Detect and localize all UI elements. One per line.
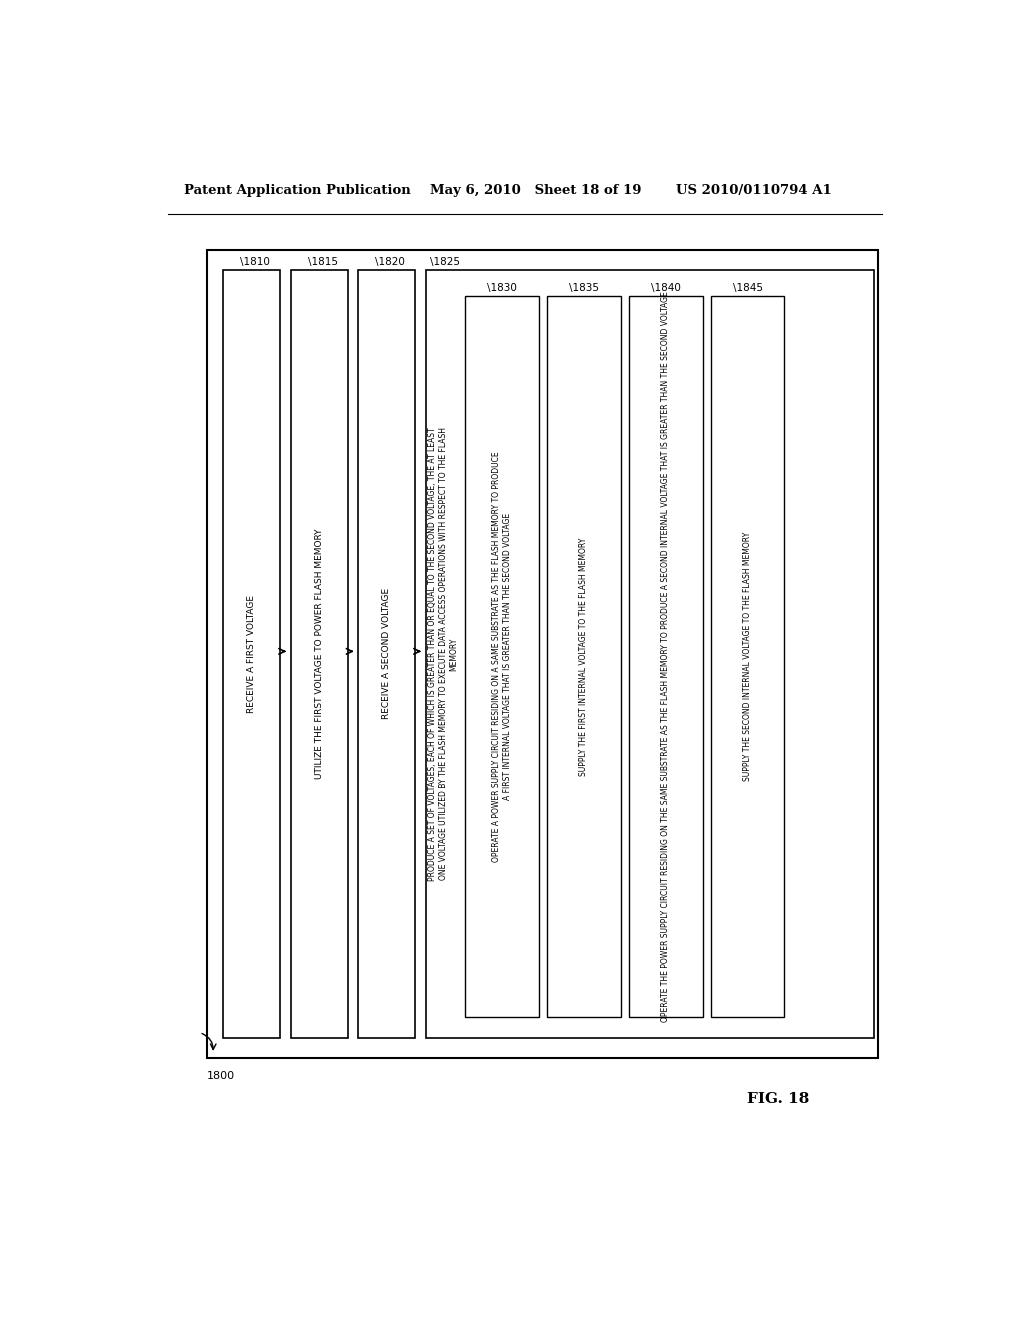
Bar xyxy=(291,271,348,1038)
Bar xyxy=(207,249,878,1057)
Text: \1840: \1840 xyxy=(651,282,681,293)
Text: \1830: \1830 xyxy=(487,282,517,293)
Text: \1845: \1845 xyxy=(732,282,763,293)
Bar xyxy=(547,296,621,1018)
Bar xyxy=(711,296,784,1018)
Text: UTILIZE THE FIRST VOLTAGE TO POWER FLASH MEMORY: UTILIZE THE FIRST VOLTAGE TO POWER FLASH… xyxy=(314,528,324,779)
Text: May 6, 2010   Sheet 18 of 19: May 6, 2010 Sheet 18 of 19 xyxy=(430,185,641,198)
Bar xyxy=(358,271,416,1038)
Text: OPERATE A POWER SUPPLY CIRCUIT RESIDING ON A SAME SUBSTRATE AS THE FLASH MEMORY : OPERATE A POWER SUPPLY CIRCUIT RESIDING … xyxy=(493,451,512,862)
Text: 1800: 1800 xyxy=(207,1071,234,1081)
Text: PRODUCE A SET OF VOLTAGES, EACH OF WHICH IS GREATER THAN OR EQUAL TO THE SECOND : PRODUCE A SET OF VOLTAGES, EACH OF WHICH… xyxy=(428,428,458,880)
Text: \1820: \1820 xyxy=(375,257,406,267)
Text: RECEIVE A SECOND VOLTAGE: RECEIVE A SECOND VOLTAGE xyxy=(382,589,391,719)
Text: FIG. 18: FIG. 18 xyxy=(748,1092,809,1106)
Text: OPERATE THE POWER SUPPLY CIRCUIT RESIDING ON THE SAME SUBSTRATE AS THE FLASH MEM: OPERATE THE POWER SUPPLY CIRCUIT RESIDIN… xyxy=(662,292,670,1022)
Bar xyxy=(426,271,873,1038)
Text: SUPPLY THE FIRST INTERNAL VOLTAGE TO THE FLASH MEMORY: SUPPLY THE FIRST INTERNAL VOLTAGE TO THE… xyxy=(580,537,589,776)
Bar xyxy=(223,271,281,1038)
Text: Patent Application Publication: Patent Application Publication xyxy=(183,185,411,198)
Text: SUPPLY THE SECOND INTERNAL VOLTAGE TO THE FLASH MEMORY: SUPPLY THE SECOND INTERNAL VOLTAGE TO TH… xyxy=(742,532,752,781)
Text: \1825: \1825 xyxy=(430,257,460,267)
Text: US 2010/0110794 A1: US 2010/0110794 A1 xyxy=(676,185,831,198)
Text: \1815: \1815 xyxy=(308,257,338,267)
Text: \1835: \1835 xyxy=(569,282,599,293)
Bar xyxy=(629,296,702,1018)
Text: RECEIVE A FIRST VOLTAGE: RECEIVE A FIRST VOLTAGE xyxy=(248,595,256,713)
Text: \1810: \1810 xyxy=(241,257,270,267)
Bar xyxy=(465,296,539,1018)
